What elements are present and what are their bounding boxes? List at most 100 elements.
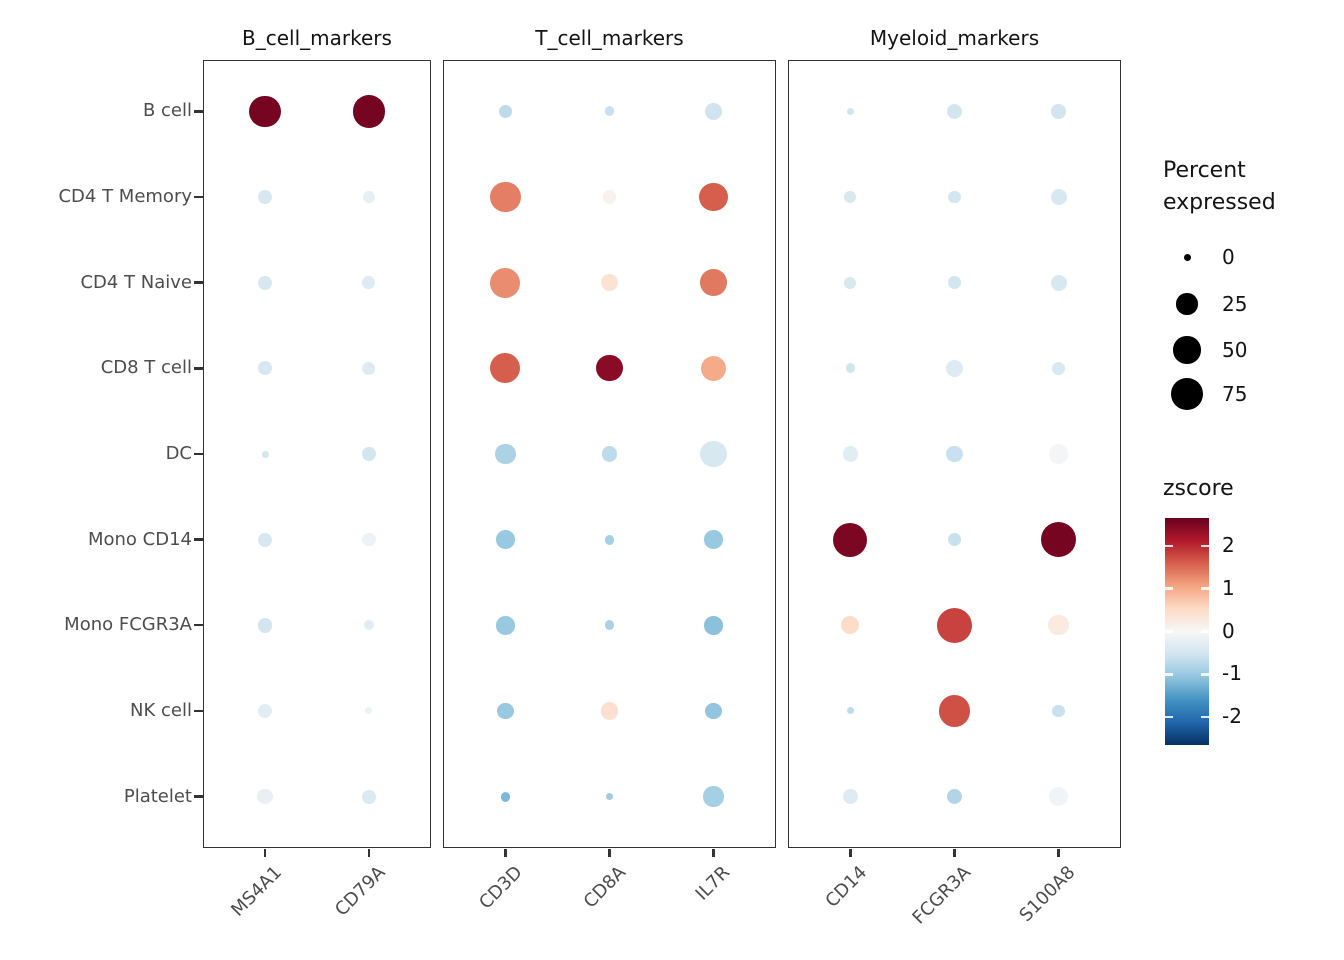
dot-fcgr3a-b-cell [946,103,963,119]
zscore-tick-mark-2-right [1201,544,1209,548]
y-axis-label-cd4-t-memory: CD4 T Memory [58,186,192,208]
dot-s100a8-b-cell [1051,104,1066,119]
y-axis-tick-dc [194,452,203,456]
dot-fcgr3a-nk-cell [938,695,971,727]
dot-cd3d-platelet [500,791,511,802]
dot-cd3d-mono-cd14 [496,530,515,549]
x-axis-label-s100a8: S100A8 [1015,862,1080,927]
dot-s100a8-mono-fcgr3a [1048,615,1069,636]
dot-cd3d-cd4-t-memory [490,181,521,213]
facet-title-t-cell-markers: T_cell_markers [535,26,684,50]
dot-cd14-cd8-t-cell [845,363,856,374]
x-axis-label-il7r: IL7R [691,862,735,905]
dot-ms4a1-cd4-t-naive [258,275,273,290]
dot-cd8a-mono-cd14 [604,534,615,545]
dot-fcgr3a-dc [946,445,963,463]
dot-cd8a-mono-fcgr3a [604,620,615,631]
dot-cd8a-nk-cell [600,702,619,720]
dot-cd3d-mono-fcgr3a [496,616,515,635]
dot-ms4a1-cd8-t-cell [258,361,273,376]
y-axis-tick-cd4-t-memory [194,195,203,199]
dot-cd8a-dc [601,446,618,462]
x-axis-label-cd8a: CD8A [580,862,631,913]
y-axis-tick-cd8-t-cell [194,367,203,370]
zscore-tick-mark-2-right [1201,715,1209,719]
dot-s100a8-nk-cell [1052,704,1065,718]
dot-cd3d-dc [495,443,516,465]
y-axis-label-cd4-t-naive: CD4 T Naive [80,271,192,293]
zscore-tick-mark-0-right [1201,630,1209,633]
size-legend-title-line1: Percent [1163,158,1246,183]
zscore-tick-label-0: 0 [1222,618,1235,643]
facet-title-b-cell-markers: B_cell_markers [242,26,392,50]
dot-s100a8-cd8-t-cell [1051,361,1066,376]
dot-cd79a-b-cell [352,95,386,128]
dot-il7r-cd8-t-cell [701,355,727,381]
y-axis-tick-platelet [194,795,203,798]
x-axis-label-cd79a: CD79A [331,862,390,921]
x-axis-label-cd14: CD14 [821,862,872,912]
size-legend-dot-25 [1176,293,1198,315]
dot-s100a8-cd4-t-memory [1050,189,1067,206]
dot-cd8a-platelet [606,793,613,801]
dot-fcgr3a-cd4-t-memory [948,190,961,204]
dot-cd79a-nk-cell [365,707,373,715]
x-axis-tick-cd3d [504,848,507,857]
y-axis-tick-nk-cell [194,709,203,713]
dot-cd79a-cd4-t-memory [362,191,375,203]
zscore-tick-mark-1-left [1165,673,1173,676]
dot-s100a8-platelet [1049,787,1069,807]
dot-cd3d-cd4-t-naive [490,267,521,298]
size-legend-label-75: 75 [1222,382,1248,406]
dot-cd79a-cd8-t-cell [362,361,376,375]
dot-il7r-nk-cell [705,702,722,720]
size-legend-dot-0 [1183,253,1191,261]
size-legend-title-line2: expressed [1163,190,1276,215]
dot-cd14-cd4-t-naive [844,276,857,289]
dot-il7r-cd4-t-naive [700,269,727,297]
dot-cd14-dc [842,446,858,462]
x-axis-tick-cd14 [849,848,852,857]
y-axis-tick-cd4-t-naive [194,281,203,284]
y-axis-label-cd8-t-cell: CD8 T cell [100,357,192,379]
dot-ms4a1-platelet [257,788,273,805]
y-axis-label-mono-fcgr3a: Mono FCGR3A [64,614,192,636]
zscore-tick-label-2: 2 [1222,532,1235,557]
x-axis-tick-s100a8 [1057,848,1060,857]
x-axis-tick-cd79a [367,848,370,857]
y-axis-label-nk-cell: NK cell [130,699,192,721]
dot-cd3d-nk-cell [496,702,514,720]
dot-cd8a-cd8-t-cell [596,355,623,382]
size-legend-label-0: 0 [1222,245,1235,269]
dot-cd14-nk-cell [846,707,854,715]
dot-ms4a1-b-cell [249,95,282,128]
dot-cd79a-mono-cd14 [362,532,376,547]
dot-s100a8-cd4-t-naive [1050,274,1067,291]
dot-fcgr3a-mono-cd14 [947,532,962,547]
facet-title-myeloid-markers: Myeloid_markers [869,26,1040,50]
zscore-tick-label-1: 1 [1222,575,1235,600]
size-legend-dot-75 [1171,378,1203,410]
dot-il7r-dc [700,440,727,468]
dot-cd79a-cd4-t-naive [362,276,376,290]
zscore-tick-label-2: -2 [1222,704,1242,729]
y-axis-label-dc: DC [165,443,192,464]
dot-cd8a-cd4-t-memory [602,190,617,205]
zscore-tick-mark-1-right [1201,587,1209,590]
dot-cd79a-dc [361,447,376,461]
dot-cd79a-platelet [361,789,376,804]
color-legend-title: zscore [1163,476,1234,501]
dot-fcgr3a-cd4-t-naive [948,276,961,290]
zscore-tick-mark-2-left [1165,544,1173,548]
dot-fcgr3a-mono-fcgr3a [937,607,972,643]
dot-ms4a1-mono-cd14 [258,532,273,547]
dot-il7r-mono-cd14 [704,530,723,549]
zscore-tick-mark-1-left [1165,587,1173,590]
dot-cd79a-mono-fcgr3a [363,620,374,631]
zscore-tick-mark-2-left [1165,715,1173,719]
dot-il7r-cd4-t-memory [699,182,728,212]
dot-ms4a1-cd4-t-memory [258,190,273,205]
dot-cd14-mono-cd14 [833,522,868,557]
dot-cd8a-b-cell [604,106,615,117]
